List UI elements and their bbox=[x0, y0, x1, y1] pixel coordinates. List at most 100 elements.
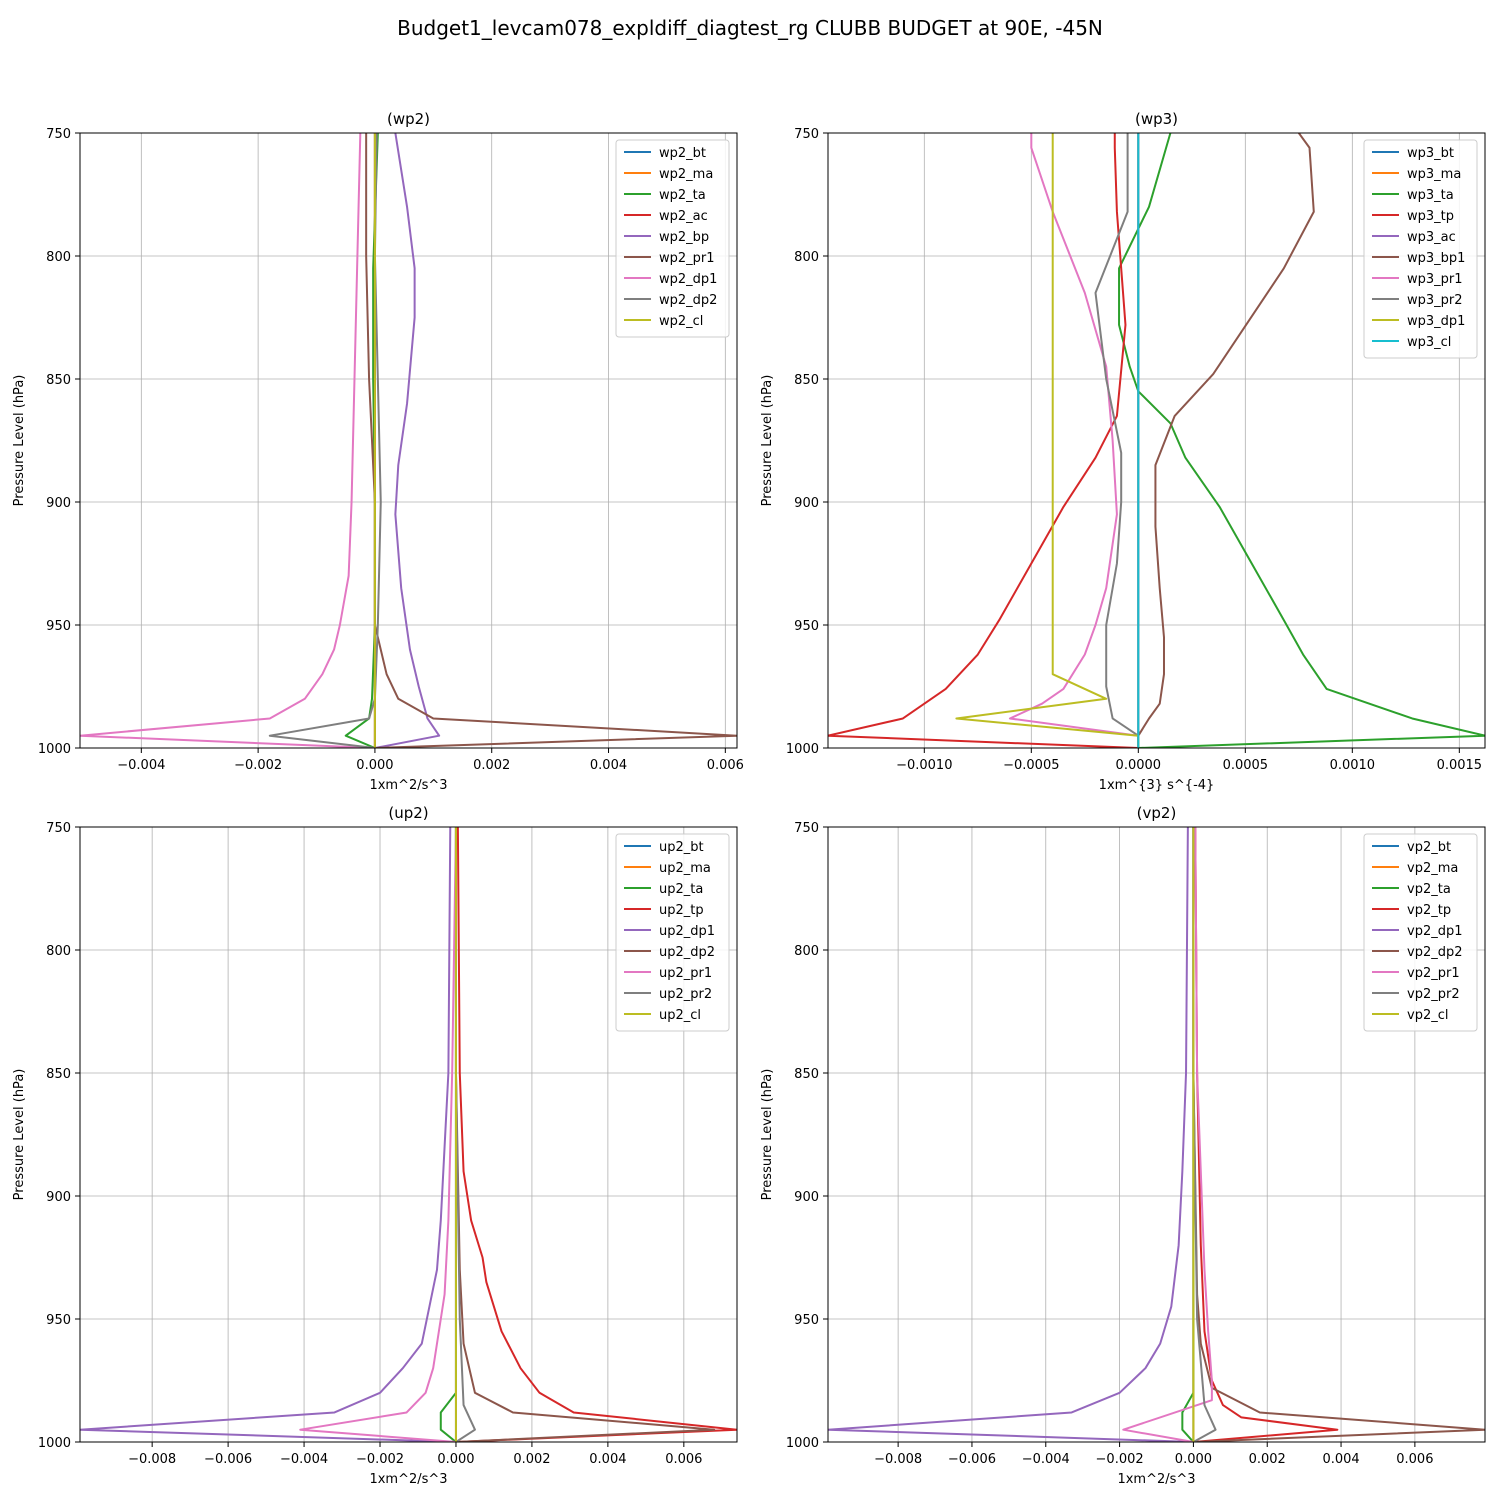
legend-label: vp2_tp bbox=[1407, 903, 1451, 918]
x-tick-label: 0.006 bbox=[1396, 1452, 1433, 1467]
series-line-vp2_pr1 bbox=[1122, 827, 1213, 1442]
series-line-vp2_tp bbox=[1193, 827, 1339, 1442]
series-line-wp2_dp1 bbox=[80, 133, 375, 748]
y-tick-label: 850 bbox=[794, 373, 819, 388]
x-tick-label: −0.004 bbox=[117, 758, 165, 773]
legend-label: up2_ta bbox=[659, 882, 703, 897]
legend-label: wp3_pr2 bbox=[1407, 293, 1463, 308]
x-tick-label: 0.000 bbox=[356, 758, 393, 773]
y-tick-label: 800 bbox=[794, 250, 819, 265]
legend-label: up2_pr1 bbox=[659, 966, 712, 981]
legend-label: vp2_pr2 bbox=[1407, 987, 1460, 1002]
y-axis-label: Pressure Level (hPa) bbox=[760, 1069, 775, 1201]
x-tick-label: −0.002 bbox=[356, 1452, 404, 1467]
x-tick-label: −0.006 bbox=[204, 1452, 252, 1467]
legend-label: wp2_bp bbox=[659, 230, 709, 245]
x-tick-label: −0.0010 bbox=[896, 758, 952, 773]
legend-label: wp3_tp bbox=[1407, 209, 1454, 224]
x-tick-label: 0.006 bbox=[707, 758, 744, 773]
series-line-up2_pr1 bbox=[299, 827, 457, 1442]
legend-box bbox=[1363, 833, 1478, 1032]
legend-label: wp2_dp1 bbox=[659, 272, 717, 287]
y-tick-label: 1000 bbox=[38, 742, 71, 757]
x-tick-label: 0.000 bbox=[1175, 1452, 1212, 1467]
series-line-wp2_bp bbox=[374, 133, 441, 748]
x-tick-label: 0.004 bbox=[590, 758, 627, 773]
x-tick-label: 0.002 bbox=[1249, 1452, 1286, 1467]
legend-label: wp3_cl bbox=[1407, 335, 1451, 350]
y-tick-label: 1000 bbox=[786, 1436, 819, 1451]
legend-label: up2_pr2 bbox=[659, 987, 712, 1002]
legend-label: vp2_dp2 bbox=[1407, 945, 1463, 960]
legend-box bbox=[615, 139, 730, 338]
legend-label: wp3_pr1 bbox=[1407, 272, 1463, 287]
x-tick-label: −0.008 bbox=[128, 1452, 176, 1467]
legend-label: up2_dp1 bbox=[659, 924, 715, 939]
series-group bbox=[80, 827, 737, 1442]
legend-label: vp2_dp1 bbox=[1407, 924, 1463, 939]
y-tick-label: 950 bbox=[46, 1313, 71, 1328]
x-tick-label: −0.006 bbox=[948, 1452, 996, 1467]
series-line-wp2_dp2 bbox=[268, 133, 382, 748]
legend-label: wp2_ta bbox=[659, 188, 706, 203]
subplot-1: −0.004 −0.002 0.000 0.002 0.004 0.006 750 800 85… bbox=[12, 110, 744, 793]
x-tick-label: 0.0005 bbox=[1223, 758, 1269, 773]
legend-label: wp2_ac bbox=[659, 209, 708, 224]
legend-label: vp2_bt bbox=[1407, 840, 1451, 855]
legend: up2_bt up2_ma up2_ta up2_tp up2_dp1 up2_dp2up… bbox=[615, 833, 730, 1032]
legend-label: wp3_ac bbox=[1407, 230, 1456, 245]
y-tick-label: 850 bbox=[46, 1067, 71, 1082]
y-axis-label: Pressure Level (hPa) bbox=[12, 1069, 27, 1201]
x-tick-label: −0.0005 bbox=[1003, 758, 1059, 773]
y-tick-label: 950 bbox=[794, 1313, 819, 1328]
axes-frame bbox=[827, 132, 1486, 749]
x-axis-label: 1xm^2/s^3 bbox=[1117, 1472, 1195, 1487]
y-tick-label: 1000 bbox=[38, 1436, 71, 1451]
x-tick-label: −0.008 bbox=[874, 1452, 922, 1467]
subplot-2: −0.0010 −0.0005 0.0000 0.0005 0.0010 0.0015 75… bbox=[760, 110, 1486, 793]
x-tick-label: 0.002 bbox=[513, 1452, 550, 1467]
legend-label: wp2_ma bbox=[659, 167, 713, 182]
y-tick-label: 800 bbox=[46, 250, 71, 265]
x-tick-label: 0.002 bbox=[473, 758, 510, 773]
x-axis-label: 1xm^2/s^3 bbox=[369, 778, 447, 793]
y-tick-label: 900 bbox=[46, 1190, 71, 1205]
legend-label: vp2_ta bbox=[1407, 882, 1451, 897]
axes-frame bbox=[79, 132, 738, 749]
series-line-wp3_tp bbox=[828, 133, 1139, 748]
x-tick-label: 0.004 bbox=[1322, 1452, 1359, 1467]
series-line-wp3_bp1 bbox=[1137, 133, 1315, 748]
legend-label: up2_ma bbox=[659, 861, 711, 876]
legend-label: up2_cl bbox=[659, 1008, 701, 1023]
axes-frame bbox=[827, 826, 1486, 1443]
legend-label: wp2_dp2 bbox=[659, 293, 717, 308]
legend: vp2_bt vp2_ma vp2_ta vp2_tp vp2_dp1 vp2_dp2vp… bbox=[1363, 833, 1478, 1032]
y-tick-label: 750 bbox=[46, 127, 71, 142]
series-group bbox=[828, 827, 1485, 1442]
legend-label: up2_tp bbox=[659, 903, 704, 918]
x-tick-label: −0.002 bbox=[1096, 1452, 1144, 1467]
axes-frame bbox=[79, 826, 738, 1443]
x-axis-label: 1xm^{3} s^{-4} bbox=[1099, 778, 1215, 793]
legend-label: wp3_ta bbox=[1407, 188, 1454, 203]
series-line-wp2_ta bbox=[344, 133, 379, 748]
series-line-wp2_pr1 bbox=[365, 133, 737, 748]
y-tick-label: 900 bbox=[46, 496, 71, 511]
x-tick-label: 0.004 bbox=[589, 1452, 626, 1467]
legend-label: wp2_bt bbox=[659, 146, 706, 161]
legend-label: wp3_dp1 bbox=[1407, 314, 1465, 329]
series-line-vp2_dp1 bbox=[828, 827, 1194, 1442]
x-tick-label: 0.0000 bbox=[1116, 758, 1162, 773]
series-line-wp3_pr1 bbox=[1008, 133, 1140, 748]
legend-label: wp3_ma bbox=[1407, 167, 1461, 182]
x-tick-label: 0.006 bbox=[665, 1452, 702, 1467]
x-axis-label: 1xm^2/s^3 bbox=[369, 1472, 447, 1487]
y-tick-label: 950 bbox=[46, 619, 71, 634]
y-tick-label: 750 bbox=[794, 127, 819, 142]
y-tick-label: 800 bbox=[794, 944, 819, 959]
series-line-wp3_dp1 bbox=[955, 133, 1140, 748]
y-tick-label: 800 bbox=[46, 944, 71, 959]
subplot-title: (up2) bbox=[388, 804, 428, 822]
